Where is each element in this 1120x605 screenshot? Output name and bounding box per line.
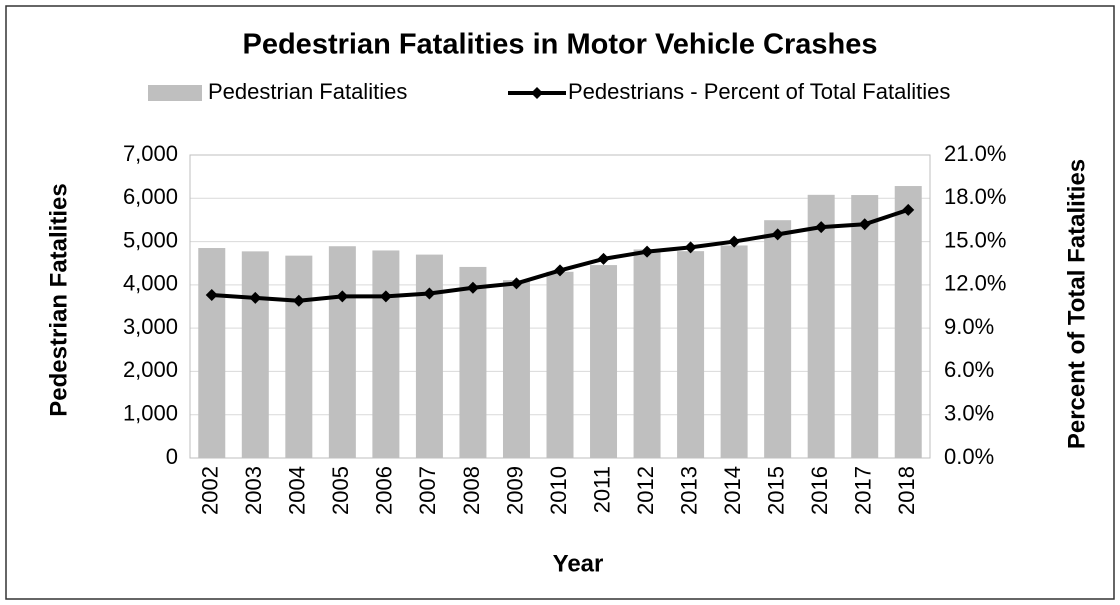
y2-tick-label: 15.0%	[944, 227, 1006, 252]
y-tick-label: 1,000	[123, 401, 178, 426]
bar	[720, 245, 748, 458]
y2-tick-label: 3.0%	[944, 401, 994, 426]
x-tick-label: 2008	[459, 466, 484, 515]
line-marker	[336, 290, 349, 303]
y-tick-label: 4,000	[123, 271, 178, 296]
x-tick-label: 2018	[894, 466, 919, 515]
bar	[285, 255, 313, 458]
bar	[241, 251, 269, 458]
x-tick-label: 2012	[633, 466, 658, 515]
bar	[894, 186, 922, 458]
line-marker	[554, 264, 566, 277]
x-tick-label: 2002	[198, 466, 223, 515]
line-marker	[902, 203, 915, 216]
y2-tick-label: 18.0%	[944, 184, 1006, 209]
y2-tick-label: 21.0%	[944, 141, 1006, 166]
bar	[546, 271, 574, 458]
line-marker	[466, 281, 479, 294]
bar	[851, 195, 879, 458]
chart-title: Pedestrian Fatalities in Motor Vehicle C…	[243, 29, 878, 61]
line-marker	[684, 241, 697, 254]
legend-label: Pedestrian Fatalities	[208, 79, 407, 104]
legend-swatch	[148, 85, 202, 101]
bar	[328, 246, 356, 458]
line-marker	[641, 245, 654, 258]
bar	[198, 248, 226, 458]
bar	[764, 220, 792, 458]
bar	[372, 250, 400, 458]
y-tick-label: 6,000	[123, 184, 178, 209]
y2-tick-label: 12.0%	[944, 271, 1006, 296]
x-tick-label: 2006	[372, 466, 397, 515]
bar	[807, 194, 835, 458]
x-tick-label: 2011	[589, 466, 614, 513]
y-tick-label: 7,000	[123, 141, 178, 166]
x-tick-label: 2016	[807, 466, 832, 515]
x-tick-label: 2010	[546, 466, 571, 515]
x-axis-label: Year	[553, 550, 604, 577]
x-tick-label: 2004	[285, 466, 310, 515]
legend-label: Pedestrians - Percent of Total Fatalitie…	[568, 79, 950, 104]
y-tick-label: 0	[166, 444, 178, 469]
line-marker	[771, 228, 784, 241]
line-marker	[815, 221, 828, 234]
bar	[677, 251, 705, 458]
bar	[459, 266, 487, 458]
y-tick-label: 3,000	[123, 314, 178, 339]
x-tick-label: 2009	[502, 466, 527, 515]
line-marker	[728, 235, 741, 248]
legend-marker	[531, 87, 543, 99]
x-tick-label: 2014	[720, 466, 745, 515]
line-marker	[379, 290, 392, 303]
y2-axis-label: Percent of Total Fatalities	[1063, 159, 1090, 449]
line-marker	[205, 288, 218, 301]
line-marker	[292, 294, 305, 307]
y-tick-label: 2,000	[123, 357, 178, 382]
bar	[590, 265, 618, 458]
x-tick-label: 2017	[851, 466, 876, 515]
y2-tick-label: 9.0%	[944, 314, 994, 339]
line-marker	[249, 291, 262, 304]
x-tick-label: 2005	[328, 466, 353, 515]
x-tick-label: 2013	[676, 466, 701, 515]
line-marker	[597, 252, 610, 265]
bar	[415, 254, 443, 458]
bar	[502, 280, 530, 458]
x-tick-label: 2007	[415, 466, 440, 515]
x-tick-label: 2003	[241, 466, 266, 515]
line-marker	[858, 218, 871, 231]
x-tick-label: 2015	[763, 466, 788, 515]
y-tick-label: 5,000	[123, 227, 178, 252]
y2-tick-label: 6.0%	[944, 357, 994, 382]
line-marker	[423, 287, 436, 300]
line-marker	[510, 277, 523, 290]
bar	[633, 249, 661, 458]
y2-tick-label: 0.0%	[944, 444, 994, 469]
y-axis-label: Pedestrian Fatalities	[45, 183, 72, 416]
